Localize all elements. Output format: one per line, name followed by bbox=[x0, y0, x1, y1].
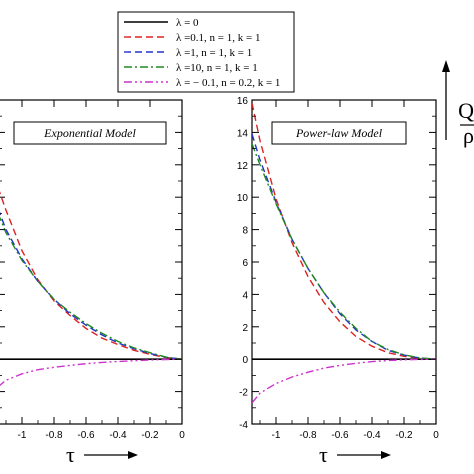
x-axis-arrow-head bbox=[381, 451, 391, 459]
panel-title-box bbox=[271, 121, 407, 145]
series-line-3 bbox=[0, 216, 182, 360]
y-axis-side-label: Q ρ bbox=[442, 60, 474, 148]
y-axis-arrow-head bbox=[442, 60, 450, 72]
y-tick-label: 12 bbox=[237, 161, 249, 172]
y-tick-label: 8 bbox=[242, 226, 248, 237]
x-tick-label: -1 bbox=[272, 430, 281, 441]
panel-frame bbox=[0, 99, 183, 425]
legend-label: λ =1, n = 1, k = 1 bbox=[176, 47, 252, 59]
x-tick-label: -0.2 bbox=[395, 430, 413, 441]
series-line-1 bbox=[0, 191, 182, 360]
panel-exponential: -1 -0.8 -0.6 -0.4 -0.2 0 Exponential Model bbox=[0, 99, 185, 441]
y-tick-label: 2 bbox=[242, 323, 248, 334]
x-tick-label: 0 bbox=[179, 430, 185, 441]
x-tick-label: -0.6 bbox=[331, 430, 349, 441]
x-tick-label: -0.2 bbox=[141, 430, 159, 441]
legend-label: λ = − 0.1, n = 0.2, k = 1 bbox=[176, 77, 280, 89]
panel-title-box bbox=[13, 121, 167, 145]
side-label-denominator: ρ bbox=[463, 123, 474, 148]
x-tick-label: -1 bbox=[18, 430, 27, 441]
x-tick-label: -0.4 bbox=[363, 430, 381, 441]
legend: λ = 0 λ =0.1, n = 1, k = 1 λ =1, n = 1, k … bbox=[117, 11, 295, 93]
panel-title: Exponential Model bbox=[43, 126, 136, 140]
panel-power-law: -1 -0.8 -0.6 -0.4 -0.2 0 -4 -2 0 2 4 6 8 10 12 14 16 Po… bbox=[237, 96, 439, 441]
y-tick-label: 16 bbox=[237, 96, 249, 107]
y-tick-label: 6 bbox=[242, 258, 248, 269]
x-tick-label: -0.6 bbox=[77, 430, 95, 441]
y-tick-label: 0 bbox=[242, 355, 248, 366]
series-line-1 bbox=[252, 103, 436, 360]
legend-label: λ =10, n = 1, k = 1 bbox=[176, 62, 258, 74]
legend-label: λ =0.1, n = 1, k = 1 bbox=[176, 32, 260, 44]
y-tick-label: 4 bbox=[242, 290, 248, 301]
series-line-3 bbox=[252, 143, 436, 360]
side-label-numerator: Q bbox=[458, 98, 474, 123]
x-axis-label: τ bbox=[319, 442, 328, 467]
x-tick-label: -0.8 bbox=[299, 430, 317, 441]
x-tick-label: -0.4 bbox=[109, 430, 127, 441]
series-line-4 bbox=[252, 358, 436, 404]
y-tick-label: -4 bbox=[239, 420, 248, 431]
x-axis-arrow-head bbox=[128, 451, 138, 459]
y-tick-label: -2 bbox=[239, 388, 248, 399]
series-line-2 bbox=[0, 211, 182, 360]
x-tick-label: -0.8 bbox=[45, 430, 63, 441]
series-line-2 bbox=[252, 133, 436, 360]
series-line-4 bbox=[0, 358, 182, 386]
x-axis-label-left: τ bbox=[66, 442, 138, 467]
legend-label: λ = 0 bbox=[176, 17, 199, 29]
y-tick-label: 14 bbox=[237, 128, 249, 139]
x-axis-label-right: τ bbox=[319, 442, 391, 467]
panel-title: Power-law Model bbox=[295, 126, 383, 140]
panel-frame bbox=[251, 99, 437, 425]
y-tick-label: 10 bbox=[237, 193, 249, 204]
x-tick-label: 0 bbox=[433, 430, 439, 441]
x-axis-label: τ bbox=[66, 442, 75, 467]
